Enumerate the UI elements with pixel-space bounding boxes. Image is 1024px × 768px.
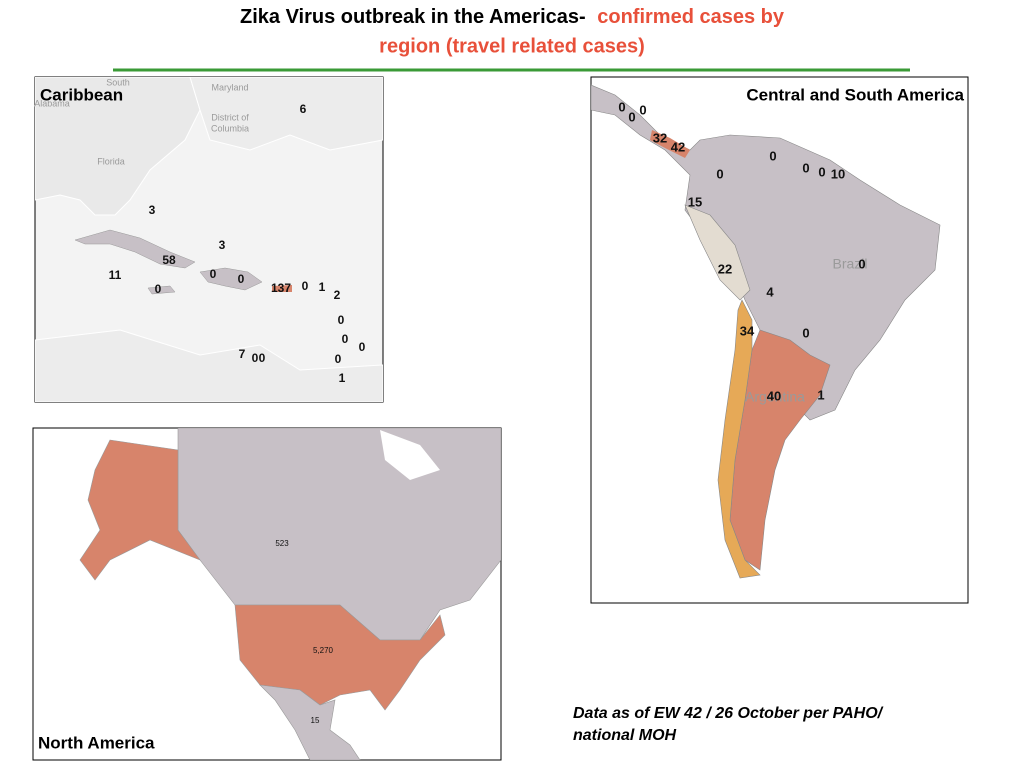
panel-title: Caribbean: [40, 85, 123, 104]
case-count: 34: [740, 323, 755, 338]
jamaica: [147, 285, 176, 295]
case-count: 0: [155, 282, 162, 296]
case-count: 0: [238, 272, 245, 286]
place-name: Brazil: [832, 256, 867, 272]
land: [35, 329, 383, 402]
north-america-panel: North America: [32, 427, 502, 761]
case-count: 4: [766, 284, 774, 299]
case-count: 2: [334, 288, 341, 302]
case-count: 0: [259, 351, 266, 365]
case-count: 137: [271, 281, 291, 295]
place-name: Florida: [97, 156, 125, 166]
case-count: 10: [831, 166, 845, 181]
hudson-bay: [380, 430, 440, 480]
alaska: [79, 439, 201, 581]
caribbean-map: [35, 77, 383, 402]
panel-title: Central and South America: [746, 85, 964, 104]
case-count: 0: [802, 160, 809, 175]
panel-title: North America: [38, 733, 155, 752]
case-count: 40: [767, 388, 781, 403]
case-count: 1: [319, 280, 326, 294]
case-count: 0: [302, 279, 309, 293]
case-count: 15: [311, 716, 320, 725]
land: [189, 77, 383, 151]
case-count: 22: [718, 261, 732, 276]
case-count: 0: [802, 325, 809, 340]
place-name: Argentina: [745, 389, 805, 405]
puerto-rico: [272, 285, 292, 292]
chile: [717, 299, 761, 579]
place-name: District of: [211, 112, 249, 122]
case-count: 0: [338, 313, 345, 327]
caribbean-panel: Caribbean: [34, 76, 384, 403]
case-count: 0: [858, 256, 865, 271]
title-black: Zika Virus outbreak in the Americas-: [240, 6, 586, 28]
note: national MOH: [573, 727, 677, 744]
case-count: 3: [149, 203, 156, 217]
case-count: 0: [359, 340, 366, 354]
case-count: 0: [818, 164, 825, 179]
case-count: 0: [628, 109, 635, 124]
case-count: 7: [239, 347, 246, 361]
case-count: 1: [339, 371, 346, 385]
north-america-map: [79, 428, 501, 760]
title-line-2: region (travel related cases): [379, 35, 645, 57]
case-count: 0: [716, 166, 723, 181]
mexico: [259, 684, 361, 760]
case-count: 11: [109, 268, 122, 282]
case-count: 0: [342, 332, 349, 346]
south-america-panel: Central and South America: [590, 76, 969, 604]
place-name: Columbia: [211, 123, 249, 133]
cuba: [74, 229, 196, 269]
case-count: 58: [162, 253, 176, 267]
title-line-1: Zika Virus outbreak in the Americas- con…: [240, 6, 785, 28]
case-count: 1: [817, 387, 824, 402]
case-count: 0: [769, 148, 776, 163]
land: [591, 84, 941, 421]
case-count: 3: [219, 238, 226, 252]
case-count: 0: [335, 352, 342, 366]
central-america: [650, 130, 690, 158]
case-count: 32: [653, 130, 667, 145]
case-count: 523: [275, 539, 289, 548]
south-america-map: [591, 84, 941, 579]
case-count: 0: [210, 267, 217, 281]
place-name: Maryland: [211, 82, 248, 92]
case-count: 0: [252, 351, 259, 365]
peru: [684, 204, 751, 301]
case-count: 42: [671, 139, 685, 154]
case-count: 0: [639, 102, 646, 117]
hispaniola: [199, 267, 263, 291]
case-count: 15: [688, 194, 702, 209]
note: Data as of EW 42 / 26 October per PAHO/: [573, 705, 884, 722]
title-red: confirmed cases by: [597, 6, 785, 28]
case-count: 5,270: [313, 646, 334, 655]
case-count: 6: [300, 102, 307, 116]
place-name: South: [106, 77, 130, 87]
case-count: 0: [618, 99, 625, 114]
place-name: Alabama: [34, 98, 70, 108]
